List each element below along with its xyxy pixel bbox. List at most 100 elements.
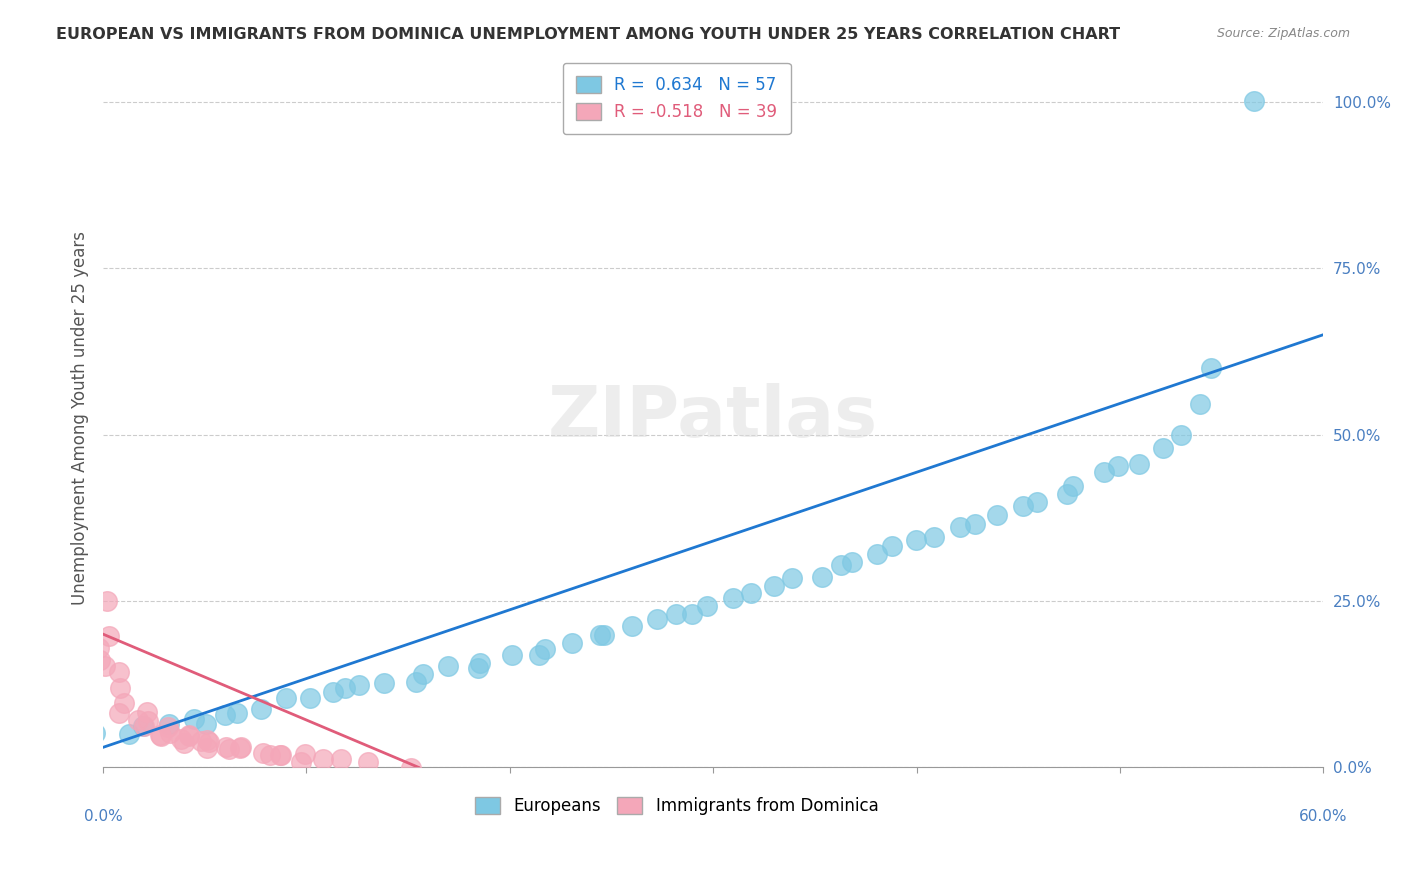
Point (214, 708, 236, 723)
Point (347, 678, 370, 692)
Point (405, 675, 427, 690)
Text: 60.0%: 60.0% (1299, 809, 1347, 824)
Point (412, 667, 434, 681)
Point (218, 741, 240, 756)
Point (1170, 427, 1192, 442)
Point (108, 681, 131, 696)
Point (1062, 479, 1084, 493)
Point (108, 706, 131, 720)
Point (593, 627, 616, 641)
Point (252, 746, 274, 760)
Point (1188, 397, 1211, 411)
Point (762, 578, 785, 592)
Point (136, 714, 159, 728)
Point (949, 519, 972, 533)
Point (179, 729, 201, 743)
Point (194, 716, 217, 731)
Point (311, 752, 333, 766)
Point (290, 755, 312, 769)
Point (170, 731, 193, 746)
Point (468, 657, 491, 671)
Point (1107, 459, 1129, 474)
Point (1025, 494, 1047, 508)
Point (866, 548, 889, 562)
Point (467, 660, 489, 674)
Point (215, 740, 238, 755)
Point (225, 706, 247, 721)
Point (269, 747, 291, 762)
Point (96, 594, 118, 608)
Point (127, 713, 149, 727)
Point (112, 696, 135, 710)
Point (696, 599, 718, 613)
Point (963, 516, 986, 531)
Point (136, 706, 159, 720)
Point (87, 641, 110, 656)
Point (131, 719, 153, 733)
Text: 0.0%: 0.0% (84, 809, 122, 824)
Point (588, 628, 610, 642)
Point (159, 725, 181, 739)
Point (534, 641, 557, 656)
Point (229, 741, 252, 756)
Point (173, 735, 195, 749)
Point (97, 629, 120, 643)
Point (1056, 487, 1078, 501)
Point (270, 748, 292, 763)
Point (198, 735, 221, 749)
Point (681, 607, 703, 622)
Point (621, 618, 644, 632)
Point (373, 676, 395, 690)
Point (177, 728, 200, 742)
Point (1243, 94, 1265, 108)
Point (299, 690, 322, 705)
Point (276, 690, 298, 705)
Point (190, 734, 212, 748)
Text: ZIPatlas: ZIPatlas (548, 384, 879, 452)
Point (841, 556, 863, 570)
Point (322, 685, 344, 699)
Point (197, 733, 219, 747)
Point (665, 607, 688, 621)
Point (259, 748, 281, 763)
Point (880, 539, 903, 553)
Point (723, 591, 745, 606)
Point (250, 702, 273, 716)
Point (330, 752, 353, 766)
Point (1152, 442, 1174, 456)
Point (89, 653, 111, 667)
Point (231, 740, 253, 755)
Point (1201, 360, 1223, 375)
Point (529, 648, 551, 663)
Point (149, 728, 172, 742)
Point (157, 717, 180, 731)
Point (645, 612, 668, 626)
Point (830, 558, 852, 573)
Point (156, 720, 179, 734)
Point (94, 658, 117, 673)
Point (108, 665, 131, 680)
Point (83, 725, 105, 739)
Point (810, 570, 832, 584)
Point (118, 727, 141, 741)
Point (986, 508, 1008, 523)
Point (922, 530, 945, 544)
Point (904, 533, 927, 547)
Y-axis label: Unemployment Among Youth under 25 years: Unemployment Among Youth under 25 years (72, 231, 89, 605)
Text: Source: ZipAtlas.com: Source: ZipAtlas.com (1216, 27, 1350, 40)
Point (740, 586, 762, 600)
Point (333, 681, 356, 695)
Point (1011, 499, 1033, 513)
Point (561, 636, 583, 650)
Point (294, 747, 316, 762)
Point (1094, 466, 1116, 480)
Point (780, 571, 803, 585)
Point (399, 761, 422, 775)
Point (501, 648, 523, 663)
Point (437, 658, 460, 673)
Point (195, 740, 218, 755)
Point (357, 755, 380, 769)
Point (150, 729, 173, 743)
Point (134, 719, 156, 733)
Point (1128, 458, 1150, 472)
